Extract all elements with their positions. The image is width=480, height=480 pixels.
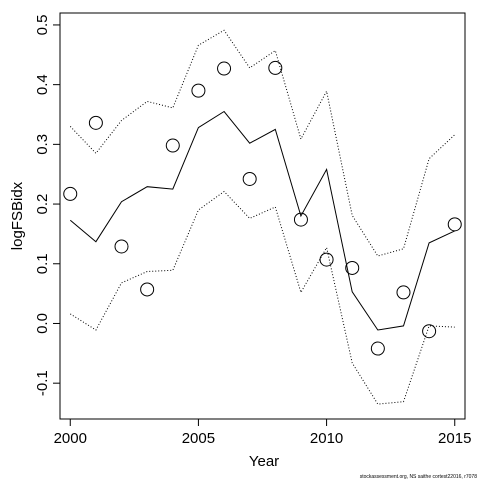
y-tick-label: 0.3 xyxy=(34,134,51,155)
y-tick-label: 0.1 xyxy=(34,253,51,274)
data-point xyxy=(422,324,437,339)
data-point xyxy=(293,212,308,227)
data-point xyxy=(447,217,462,232)
data-point xyxy=(140,282,155,297)
data-point xyxy=(396,285,411,300)
y-tick-label: 0.2 xyxy=(34,194,51,215)
series-layer xyxy=(63,29,462,405)
y-tick-label: 0.0 xyxy=(34,313,51,334)
x-axis: 2000 2005 2010 2015 xyxy=(54,419,471,447)
y-axis: -0.1 0.0 0.1 0.2 0.3 0.4 0.5 xyxy=(34,15,60,396)
data-point xyxy=(191,83,206,98)
confidence-bound-line xyxy=(70,190,455,405)
data-point xyxy=(165,138,180,153)
data-point xyxy=(88,115,103,130)
x-tick-label: 2000 xyxy=(54,430,87,447)
x-tick-label: 2015 xyxy=(438,430,471,447)
x-tick-label: 2010 xyxy=(310,430,343,447)
x-axis-title: Year xyxy=(249,453,279,470)
footer-credit: stockassessment.org, NS saithe cortest22… xyxy=(360,474,478,480)
plot-frame xyxy=(59,12,466,420)
confidence-bound-line xyxy=(69,29,456,257)
y-axis-title: logFSBidx xyxy=(9,181,26,250)
data-point xyxy=(63,186,78,201)
data-point xyxy=(268,60,283,75)
y-tick-label: -0.1 xyxy=(34,370,51,396)
y-tick-label: 0.4 xyxy=(34,74,51,95)
x-tick-label: 2005 xyxy=(182,430,215,447)
data-point xyxy=(319,252,334,267)
data-point xyxy=(370,341,385,356)
estimate-line xyxy=(69,110,455,331)
data-point xyxy=(242,171,257,186)
data-point xyxy=(217,61,232,76)
y-tick-label: 0.5 xyxy=(34,15,51,36)
data-point xyxy=(114,239,129,254)
data-point xyxy=(345,260,360,275)
